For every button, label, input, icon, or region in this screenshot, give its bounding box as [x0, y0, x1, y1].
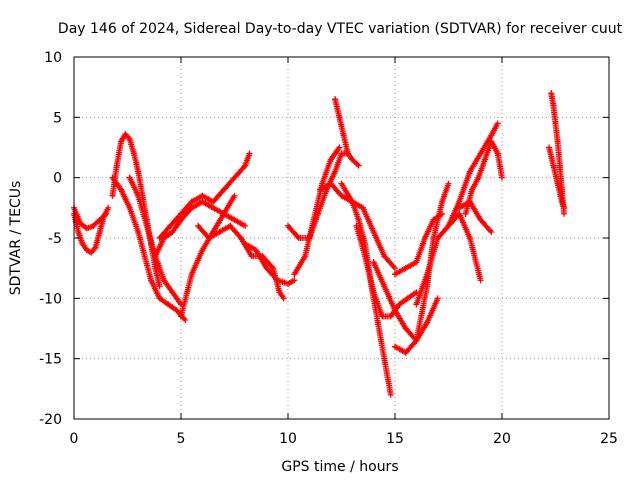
series-prn-f	[152, 198, 249, 260]
series-prn-w	[456, 198, 495, 235]
series-prn-u	[445, 120, 501, 229]
series-prn-v	[462, 138, 505, 217]
x-axis-label: GPS time / hours	[281, 459, 398, 475]
series-prn-d	[109, 174, 189, 324]
y-axis-ticks: -20 -15 -10 -5 0 5 10	[39, 50, 609, 428]
series-markers	[126, 174, 183, 306]
series-markers	[445, 122, 500, 229]
x-tick-label: 20	[493, 431, 511, 447]
y-axis-label: SDTVAR / TECUs	[8, 181, 24, 296]
grid-lines	[74, 57, 609, 419]
plot-frame	[73, 56, 610, 420]
y-tick-label: -5	[48, 231, 62, 247]
series-markers	[456, 198, 494, 234]
series-prn-p	[353, 222, 420, 320]
series-markers	[195, 222, 286, 300]
series-prn-t	[413, 210, 484, 308]
series-markers	[291, 146, 342, 278]
series-markers	[242, 241, 296, 287]
series-markers	[152, 198, 247, 260]
series-prn-q	[370, 259, 441, 344]
series-prn-j	[242, 241, 298, 287]
series-prn-x	[548, 90, 568, 217]
series-markers	[546, 144, 567, 210]
series-prn-y	[546, 144, 568, 211]
x-tick-label: 25	[600, 431, 618, 447]
x-tick-label: 15	[386, 431, 404, 447]
y-tick-label: 0	[53, 171, 62, 187]
y-tick-label: -10	[39, 291, 62, 307]
x-tick-label: 5	[177, 431, 186, 447]
y-tick-label: 5	[53, 110, 62, 126]
series-markers	[156, 152, 252, 241]
series-markers	[392, 211, 444, 278]
data-points	[71, 90, 568, 398]
y-tick-label: -15	[39, 352, 62, 368]
x-axis-ticks: 0 5 10 15 20 25	[70, 57, 618, 447]
series-markers	[109, 174, 188, 322]
y-tick-label: 10	[44, 50, 62, 66]
series-prn-m	[332, 96, 362, 169]
series-prn-l	[291, 144, 343, 278]
series-prn-i	[195, 222, 287, 302]
series-prn-c	[109, 131, 163, 290]
series-markers	[109, 131, 163, 288]
series-markers	[332, 96, 361, 168]
y-tick-label: -20	[39, 412, 62, 428]
series-prn-s	[392, 210, 446, 278]
x-tick-label: 10	[279, 431, 297, 447]
series-markers	[548, 90, 567, 215]
chart-title: Day 146 of 2024, Sidereal Day-to-day VTE…	[58, 21, 623, 37]
series-prn-g	[156, 150, 253, 241]
x-tick-label: 0	[70, 431, 79, 447]
